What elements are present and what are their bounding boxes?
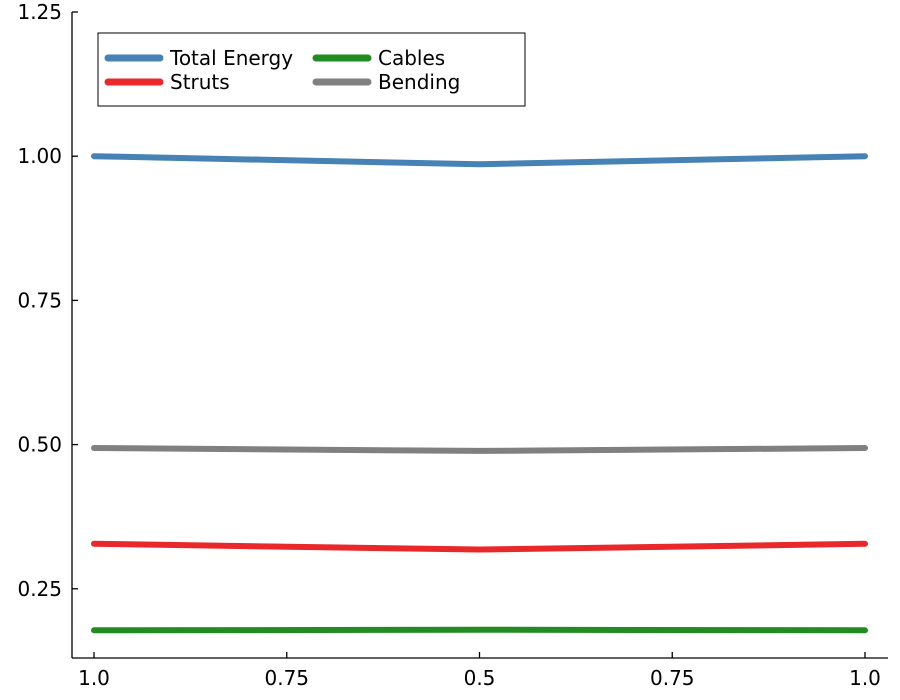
x-tick-label: 0.5 (464, 666, 496, 690)
plot-lines (91, 153, 868, 634)
x-tick-label: 1.0 (849, 666, 881, 690)
x-tick-label: 1.0 (78, 666, 110, 690)
series-line-struts (91, 540, 868, 553)
y-tick-label: 1.00 (17, 144, 62, 168)
legend-label-cables: Cables (378, 46, 445, 70)
legend: Total Energy Cables Struts Bending (97, 32, 526, 107)
legend-label-struts: Struts (170, 70, 230, 94)
legend-box (97, 32, 526, 107)
legend-label-bending: Bending (378, 70, 460, 94)
axes: 0.25 0.50 0.75 1.00 1.25 1.0 0.75 0.5 0.75 1.0 (17, 0, 888, 690)
x-tick-label: 0.75 (650, 666, 695, 690)
y-tick-label: 1.25 (17, 0, 62, 24)
y-tick-label: 0.25 (17, 577, 62, 601)
series-line-cables (91, 626, 868, 634)
series-line-total-energy (91, 153, 868, 168)
series-line-bending (91, 445, 868, 454)
y-tick-label: 0.50 (17, 433, 62, 457)
legend-label-total-energy: Total Energy (169, 46, 293, 70)
y-tick-label: 0.75 (17, 288, 62, 312)
x-tick-label: 0.75 (264, 666, 309, 690)
